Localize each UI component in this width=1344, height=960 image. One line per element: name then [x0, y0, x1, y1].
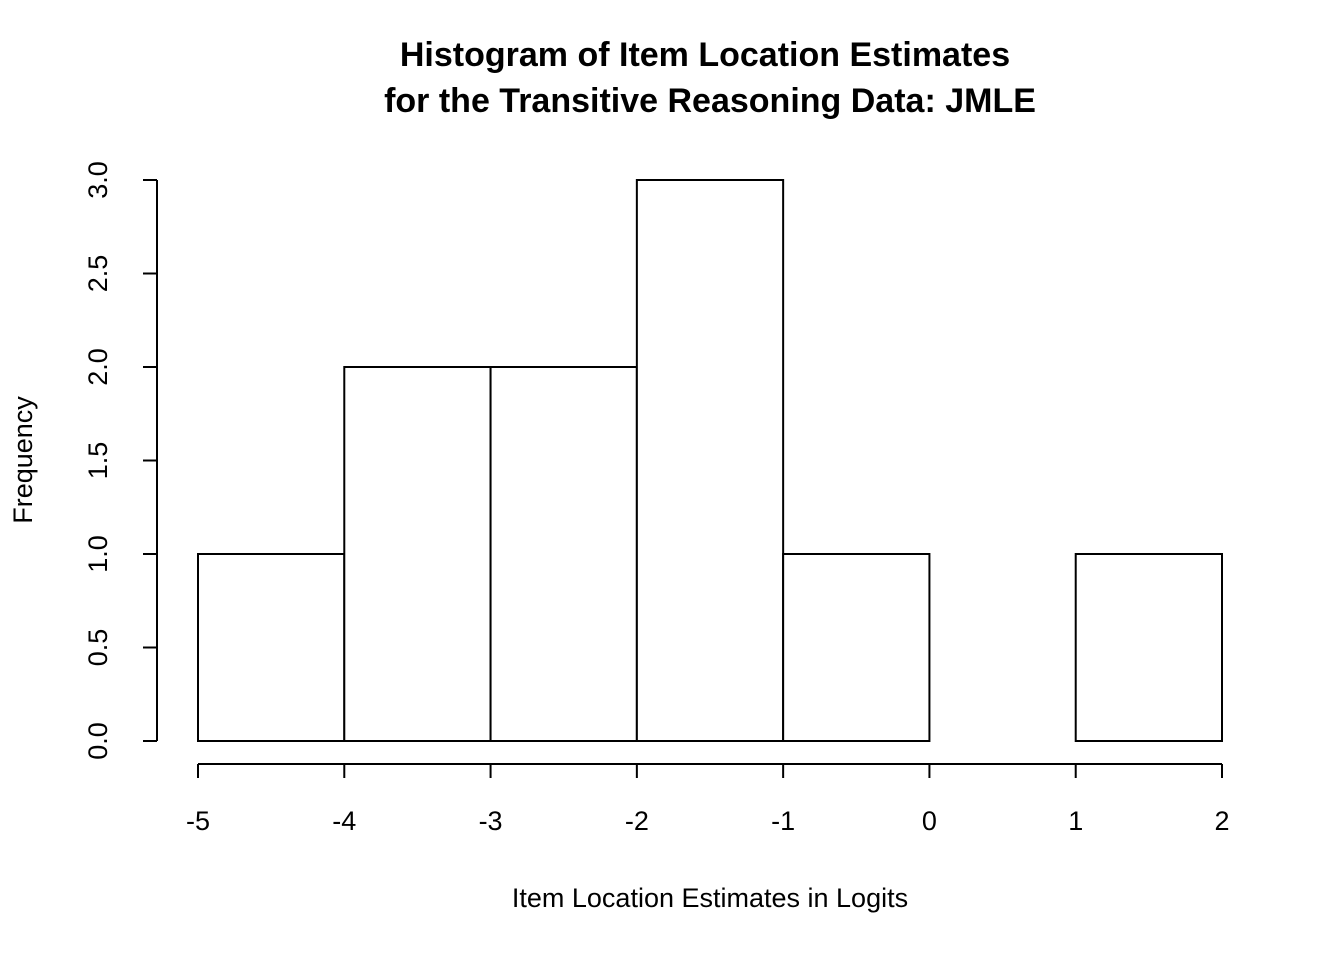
- x-tick-label: -1: [771, 806, 795, 836]
- y-tick-label: 2.5: [83, 255, 113, 293]
- y-tick-label: 0.0: [83, 722, 113, 760]
- y-axis-label: Frequency: [8, 396, 38, 524]
- x-tick-label: -5: [186, 806, 210, 836]
- x-tick-label: 0: [922, 806, 937, 836]
- y-tick-label: 1.5: [83, 442, 113, 480]
- bar: [1074, 553, 1223, 742]
- x-tick-label: -2: [625, 806, 649, 836]
- y-tick-label: 0.5: [83, 629, 113, 667]
- x-tick-label: 1: [1068, 806, 1083, 836]
- y-tick-label: 1.0: [83, 535, 113, 573]
- bar: [197, 553, 346, 742]
- x-tick-label: -3: [479, 806, 503, 836]
- x-tick-label: -4: [332, 806, 356, 836]
- y-tick-label: 3.0: [83, 161, 113, 199]
- y-tick-label: 2.0: [83, 348, 113, 386]
- bar: [635, 179, 785, 742]
- x-tick-label: 2: [1214, 806, 1229, 836]
- bar: [782, 553, 931, 742]
- x-axis-label: Item Location Estimates in Logits: [512, 883, 908, 913]
- chart-title: Histogram of Item Location Estimates: [400, 36, 1010, 74]
- bar: [343, 366, 492, 742]
- chart-title: for the Transitive Reasoning Data: JMLE: [384, 82, 1036, 120]
- bar: [489, 366, 638, 742]
